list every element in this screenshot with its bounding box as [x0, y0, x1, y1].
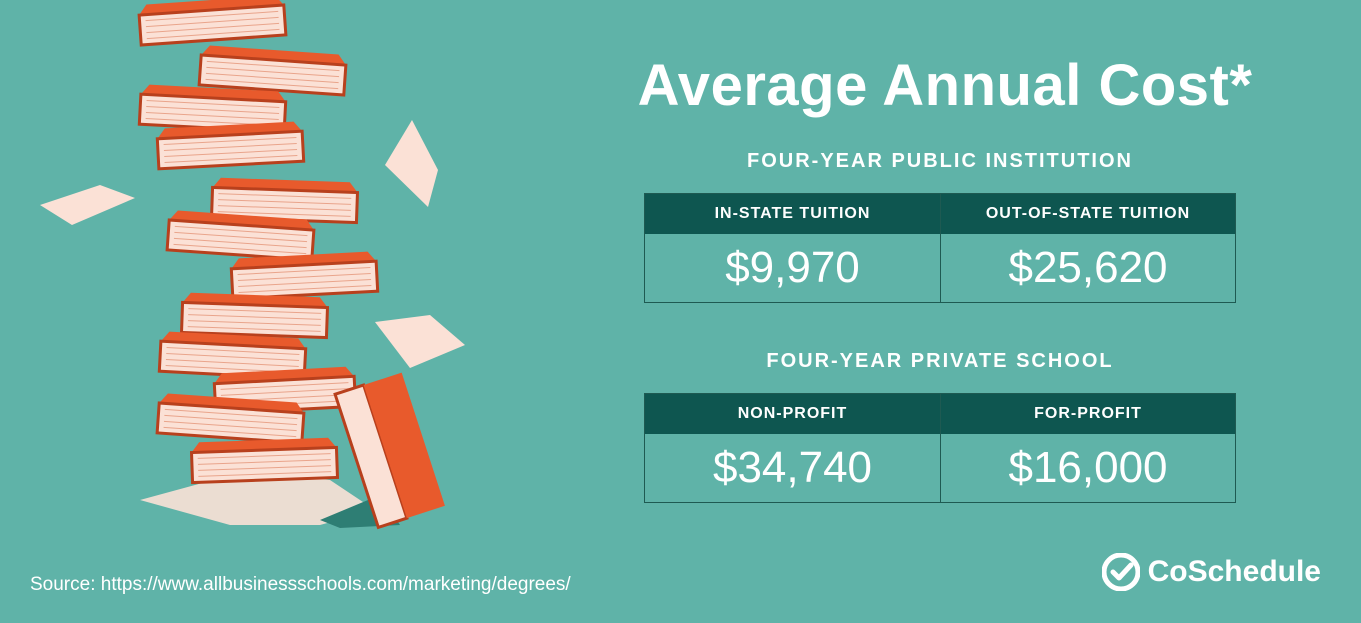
coschedule-logo: CoSchedule [1101, 553, 1321, 591]
leaning-book [333, 372, 445, 530]
public-institution-heading: FOUR-YEAR PUBLIC INSTITUTION [747, 150, 1133, 172]
book-stack-illustration [40, 0, 465, 530]
book [165, 210, 316, 262]
for-profit-value: $16,000 [1008, 443, 1168, 492]
in-state-value: $9,970 [725, 243, 860, 292]
source-citation: Source: https://www.allbusinessschools.c… [30, 574, 571, 595]
paper-sheet [375, 315, 465, 368]
page-title: Average Annual Cost* [637, 53, 1253, 118]
in-state-label: IN-STATE TUITION [645, 194, 940, 234]
paper-sheet [40, 185, 135, 225]
non-profit-label: NON-PROFIT [645, 394, 940, 434]
private-cost-table: NON-PROFIT $34,740 FOR-PROFIT $16,000 [644, 393, 1236, 503]
book [137, 0, 288, 47]
out-of-state-label: OUT-OF-STATE TUITION [941, 194, 1235, 234]
book [197, 45, 348, 97]
out-of-state-column: OUT-OF-STATE TUITION $25,620 [940, 194, 1235, 302]
book [137, 84, 288, 134]
in-state-column: IN-STATE TUITION $9,970 [645, 194, 940, 302]
book [155, 393, 306, 445]
book [229, 251, 380, 301]
book [179, 292, 330, 340]
logo-wordmark: CoSchedule [1147, 555, 1321, 588]
non-profit-column: NON-PROFIT $34,740 [645, 394, 940, 502]
private-school-heading: FOUR-YEAR PRIVATE SCHOOL [766, 350, 1114, 372]
for-profit-label: FOR-PROFIT [941, 394, 1235, 434]
paper-sheet [385, 120, 438, 207]
book [155, 121, 306, 171]
book [189, 437, 340, 485]
checkmark-circle-icon [1101, 553, 1140, 591]
out-of-state-value: $25,620 [1008, 243, 1168, 292]
public-cost-table: IN-STATE TUITION $9,970 OUT-OF-STATE TUI… [644, 193, 1236, 303]
for-profit-column: FOR-PROFIT $16,000 [940, 394, 1235, 502]
non-profit-value: $34,740 [712, 443, 873, 492]
